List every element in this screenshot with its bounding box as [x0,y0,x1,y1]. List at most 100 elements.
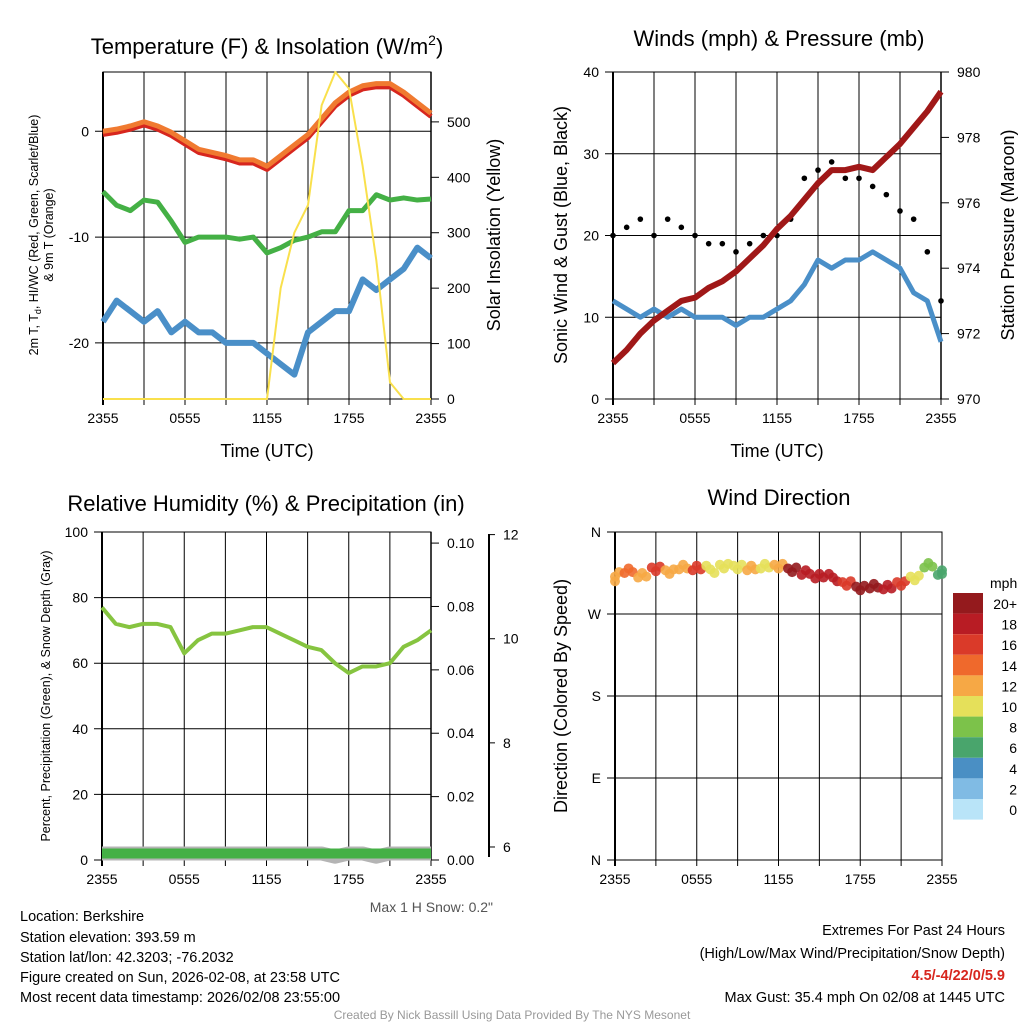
colorbar-label: 4 [1009,761,1017,777]
x-tick-label: 2355 [597,410,628,426]
colorbar-swatch [953,593,983,614]
y2-tick-label: 976 [957,195,981,211]
temperature-y-label-line2: & 9m T (Orange) [42,188,56,281]
colorbar-swatch [953,737,983,758]
x-tick-label: 1755 [843,410,874,426]
y-tick-label: 20 [72,786,88,802]
y-tick-label: 40 [583,64,599,80]
plot-temperature: 2355 0555 1155 1755 2355 -20 -10 0 0 100 200 300 400… [69,71,471,426]
solar-insolation-line [103,71,431,400]
y-tick-label: S [592,688,601,704]
y-tick-label: 0 [81,123,89,139]
x-tick-label: 1755 [845,871,876,887]
y-tick-label: -20 [69,335,89,351]
gust-point [883,191,890,198]
y-tick-label: W [588,606,602,622]
y-tick-label: 60 [72,655,88,671]
y-tick-label: 100 [65,524,89,540]
extremes-values: 4.5/-4/22/0/5.9 [911,968,1005,984]
plot-border [614,531,943,861]
gust-point [692,232,698,239]
x-tick-label: 1755 [333,410,364,426]
gust-point [664,216,671,222]
wind-panel-title: Winds (mph) & Pressure (mb) [634,26,925,51]
gust-point [678,224,685,231]
gust-point [842,175,849,182]
colorbar-label: 0 [1009,802,1017,818]
solar-y-label: Solar Insolation (Yellow) [484,139,504,331]
td-line [101,189,432,256]
colorbar-label: 10 [1001,699,1017,715]
gust-point [828,159,835,165]
colorbar-swatch [953,634,983,655]
y-tick-label: E [592,770,601,786]
y-tick-label: 20 [583,228,599,244]
y2-tick-label: 980 [957,64,981,80]
colorbar-swatch [953,696,983,717]
credit-text: Created By Nick Bassill Using Data Provi… [334,1008,691,1022]
colorbar-swatch [953,799,983,820]
extremes-info: Extremes For Past 24 Hours (High/Low/Max… [700,923,1005,1006]
gust-point [815,167,821,173]
colorbar-label: 8 [1009,720,1017,736]
x-tick-label: 2355 [599,871,630,887]
x-tick-label: 2355 [925,410,956,426]
x-tick-label: 2355 [86,871,117,887]
y2-tick-label: 974 [957,260,981,276]
y2-tick-label: 300 [447,225,471,241]
y2-tick-label: 200 [447,280,471,296]
gust-point [801,175,808,182]
colorbar-label: 6 [1009,740,1017,756]
temperature-x-label: Time (UTC) [220,441,313,461]
x-tick-label: 0555 [679,410,710,426]
rh-y-label: Percent, Precipitation (Green), & Snow D… [39,550,53,841]
colorbar-label: 14 [1001,658,1017,674]
y-tick-label: 10 [583,309,599,325]
gust-point [623,224,630,231]
colorbar-swatch [953,778,983,799]
station-pressure-line [610,89,944,366]
y-tick-label: 40 [72,721,88,737]
y2-tick-label: 400 [447,169,471,185]
temperature-panel-title: Temperature (F) & Insolation (W/m2) [91,32,444,59]
gust-point [897,208,903,214]
plot-rh: 2355 0555 1155 1755 2355 0 20 40 60 80 100 0.00 0.02… [65,524,519,887]
created-text: Figure created on Sun, 2026-02-08, at 23… [20,970,340,986]
hi-wc-line [100,244,433,378]
colorbar-title: mph [990,575,1017,591]
temperature-y-label: 2m T, Td, HI/WC (Red, Green, Scarlet/Blu… [27,115,43,356]
snow-tick-label: 10 [503,631,519,647]
y2-tick-label: 0.10 [447,535,474,551]
x-tick-label: 2355 [87,410,118,426]
pressure-y-label: Station Pressure (Maroon) [998,129,1018,340]
elevation-text: Station elevation: 393.59 m [20,930,196,946]
gust-point [610,232,616,239]
rh-panel-title: Relative Humidity (%) & Precipitation (i… [67,491,464,516]
direction-point [913,570,924,581]
y2-tick-label: 0.00 [447,852,474,868]
recent-text: Most recent data timestamp: 2026/02/08 2… [20,990,340,1006]
gust-point [705,240,712,247]
direction-y-label: Direction (Colored By Speed) [551,579,571,813]
gust-point [924,249,931,255]
x-tick-label: 1755 [333,871,364,887]
snow-tick-label: 8 [503,735,511,751]
y2-tick-label: 0.02 [447,789,474,805]
y-tick-label: 0 [80,852,88,868]
direction-point [927,561,938,572]
gust-point [719,240,726,247]
y2-tick-label: 0.04 [447,725,474,741]
plot-direction: 2355 0555 1155 1755 2355 N E S W N 20+ 18 16 14 12 10 8 6… [588,524,1017,887]
9m-t-line [102,81,433,169]
colorbar-swatch [953,654,983,676]
y-tick-label: N [591,852,601,868]
latlon-text: Station lat/lon: 42.3203; -76.2032 [20,950,234,966]
gust-point [938,298,944,304]
colorbar-label: 18 [1001,617,1017,633]
y2-tick-label: 972 [957,326,981,342]
gust-point [910,216,917,222]
y-tick-label: 30 [583,146,599,162]
x-tick-label: 0555 [681,871,712,887]
x-tick-label: 1155 [763,871,793,887]
max-snow-label: Max 1 H Snow: 0.2" [370,899,493,915]
